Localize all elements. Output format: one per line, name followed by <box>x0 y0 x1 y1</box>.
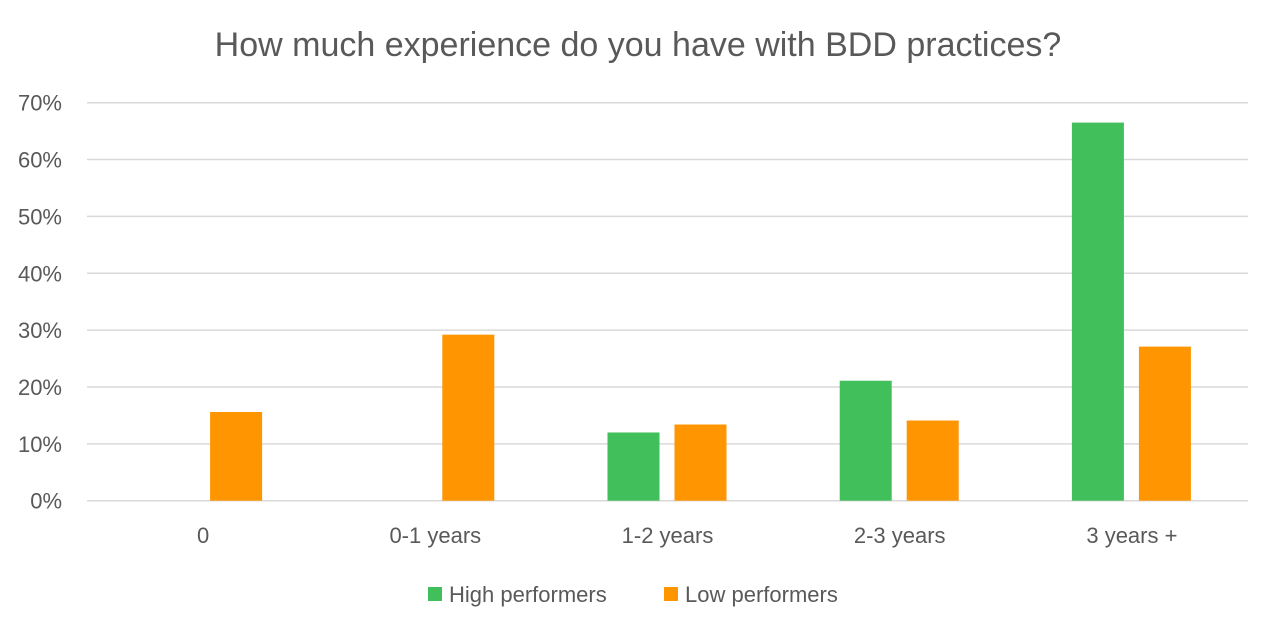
bar-high-3 <box>839 380 892 501</box>
x-tick-label: 0 <box>197 523 209 548</box>
legend-label: High performers <box>449 582 607 607</box>
bar-high-4 <box>1071 122 1124 501</box>
y-tick-label: 0% <box>30 489 62 514</box>
bar-low-4 <box>1138 346 1191 501</box>
y-tick-label: 30% <box>18 318 62 343</box>
x-tick-label: 3 years + <box>1086 523 1177 548</box>
legend-swatch <box>664 587 678 601</box>
y-tick-label: 10% <box>18 432 62 457</box>
bar-low-0 <box>210 412 263 501</box>
gridlines <box>87 101 1248 502</box>
legend-swatch <box>428 587 442 601</box>
y-tick-label: 40% <box>18 261 62 286</box>
y-axis-ticks: 0% 10% 20% 30% 40% 50% 60% 70% <box>18 91 62 514</box>
bar-high-2 <box>607 432 660 501</box>
x-axis-ticks: 0 0-1 years 1-2 years 2-3 years 3 years + <box>197 523 1177 548</box>
bars <box>210 122 1191 501</box>
y-tick-label: 70% <box>18 91 62 116</box>
x-tick-label: 2-3 years <box>854 523 946 548</box>
legend: High performers Low performers <box>428 582 838 607</box>
y-tick-label: 60% <box>18 148 62 173</box>
y-tick-label: 50% <box>18 204 62 229</box>
x-tick-label: 1-2 years <box>622 523 714 548</box>
legend-label: Low performers <box>685 582 838 607</box>
bar-low-2 <box>674 424 727 501</box>
bar-low-3 <box>906 420 959 501</box>
x-tick-label: 0-1 years <box>389 523 481 548</box>
bar-low-1 <box>442 334 495 501</box>
chart-title: How much experience do you have with BDD… <box>215 26 1062 64</box>
y-tick-label: 20% <box>18 375 62 400</box>
